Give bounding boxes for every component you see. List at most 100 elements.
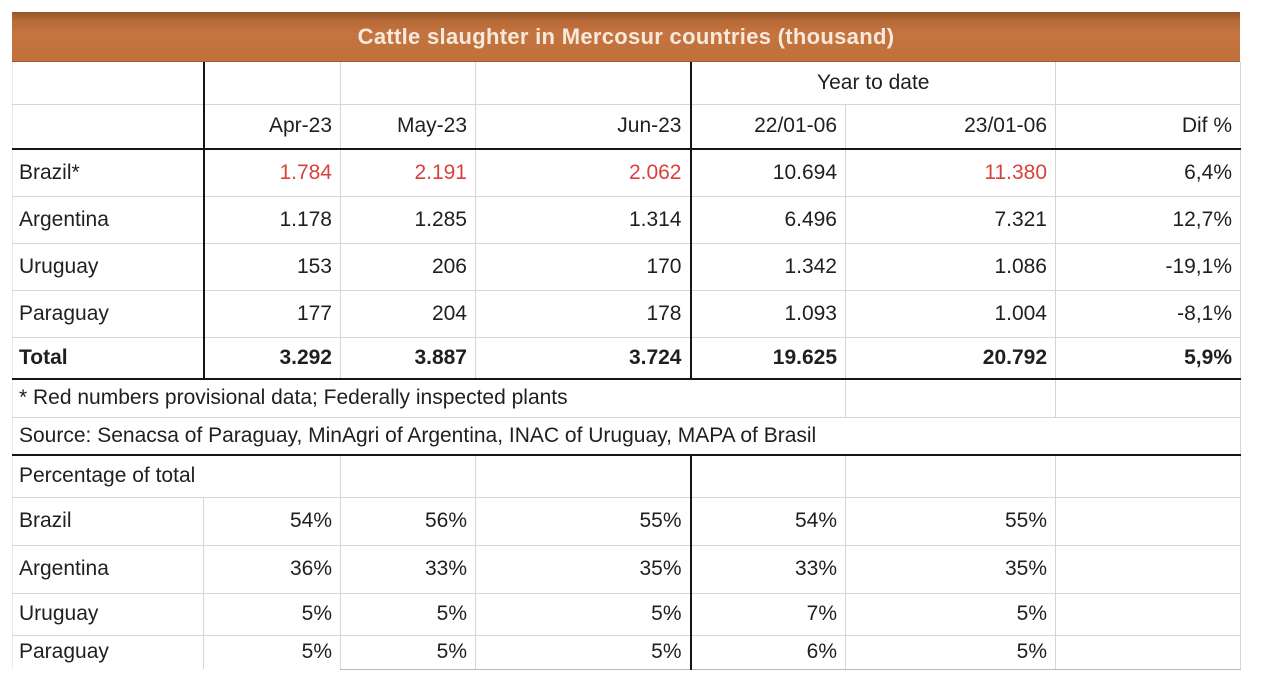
value-cell: 5% bbox=[203, 635, 341, 669]
table-title-bar: Cattle slaughter in Mercosur countries (… bbox=[12, 12, 1240, 62]
value-cell: 35% bbox=[475, 545, 691, 594]
value-cell: 178 bbox=[475, 290, 691, 338]
column-header-22-01-06: 22/01-06 bbox=[689, 104, 846, 150]
empty-cell bbox=[1055, 593, 1241, 636]
source-row: Source: Senacsa of Paraguay, MinAgri of … bbox=[12, 417, 1241, 456]
value-cell: 33% bbox=[689, 545, 846, 594]
footnote-row: * Red numbers provisional data; Federall… bbox=[12, 379, 1241, 418]
value-cell: 36% bbox=[203, 545, 341, 594]
value-cell: 5,9% bbox=[1055, 337, 1241, 380]
row-label: Total bbox=[12, 337, 204, 380]
table-row-total: Total 3.292 3.887 3.724 19.625 20.792 5,… bbox=[12, 337, 1241, 380]
empty-cell bbox=[475, 455, 691, 498]
table-row-brazil: Brazil* 1.784 2.191 2.062 10.694 11.380 … bbox=[12, 149, 1241, 197]
empty-cell bbox=[845, 379, 1056, 418]
value-cell: 5% bbox=[845, 593, 1056, 636]
empty-cell bbox=[12, 62, 204, 105]
empty-cell bbox=[689, 455, 846, 498]
value-cell: 19.625 bbox=[689, 337, 846, 380]
value-cell: 1.285 bbox=[340, 196, 476, 244]
value-cell: 1.004 bbox=[845, 290, 1056, 338]
year-to-date-header: Year to date bbox=[689, 62, 1056, 105]
value-cell: -8,1% bbox=[1055, 290, 1241, 338]
column-header-23-01-06: 23/01-06 bbox=[845, 104, 1056, 150]
value-cell: 55% bbox=[845, 497, 1056, 546]
value-cell: 5% bbox=[340, 635, 476, 670]
row-label: Brazil* bbox=[12, 149, 204, 197]
value-cell: 153 bbox=[202, 243, 341, 291]
value-cell: 204 bbox=[340, 290, 476, 338]
percentage-section-label: Percentage of total bbox=[12, 455, 341, 498]
value-cell: 6% bbox=[689, 635, 846, 670]
table-row-uruguay: Uruguay 153 206 170 1.342 1.086 -19,1% bbox=[12, 243, 1241, 291]
empty-cell bbox=[1055, 455, 1241, 498]
empty-cell bbox=[12, 104, 204, 150]
column-header-row: Apr-23 May-23 Jun-23 22/01-06 23/01-06 D… bbox=[12, 104, 1241, 150]
value-cell: 7% bbox=[689, 593, 846, 636]
cattle-slaughter-table: Year to date Apr-23 May-23 Jun-23 22/01-… bbox=[12, 62, 1241, 670]
value-cell: 2.062 bbox=[475, 149, 691, 197]
value-cell: 10.694 bbox=[689, 149, 846, 197]
value-cell: 56% bbox=[340, 497, 476, 546]
value-cell: 3.724 bbox=[475, 337, 691, 380]
pct-row-uruguay: Uruguay 5% 5% 5% 7% 5% bbox=[12, 593, 1241, 636]
value-cell: 206 bbox=[340, 243, 476, 291]
header-group-row: Year to date bbox=[12, 62, 1241, 105]
value-cell: 11.380 bbox=[845, 149, 1056, 197]
value-cell: 6.496 bbox=[689, 196, 846, 244]
value-cell: 5% bbox=[475, 635, 691, 670]
column-header-apr-23: Apr-23 bbox=[202, 104, 341, 150]
value-cell: 177 bbox=[202, 290, 341, 338]
value-cell: -19,1% bbox=[1055, 243, 1241, 291]
value-cell: 20.792 bbox=[845, 337, 1056, 380]
empty-cell bbox=[475, 62, 691, 105]
row-label: Uruguay bbox=[12, 243, 204, 291]
column-header-dif-pct: Dif % bbox=[1055, 104, 1241, 150]
percentage-section-header-row: Percentage of total bbox=[12, 455, 1241, 498]
value-cell: 54% bbox=[203, 497, 341, 546]
value-cell: 1.086 bbox=[845, 243, 1056, 291]
value-cell: 1.093 bbox=[689, 290, 846, 338]
row-label: Argentina bbox=[12, 196, 204, 244]
pct-row-paraguay: Paraguay 5% 5% 5% 6% 5% bbox=[13, 635, 1241, 670]
empty-cell bbox=[1055, 545, 1241, 594]
pct-row-brazil: Brazil 54% 56% 55% 54% 55% bbox=[12, 497, 1241, 546]
row-label: Paraguay bbox=[19, 640, 109, 664]
row-label: Argentina bbox=[12, 545, 204, 594]
row-label: Brazil bbox=[12, 497, 204, 546]
table-row-paraguay: Paraguay 177 204 178 1.093 1.004 -8,1% bbox=[12, 290, 1241, 338]
value-cell: 5% bbox=[340, 593, 476, 636]
value-cell: 5% bbox=[845, 635, 1056, 670]
value-cell: 54% bbox=[689, 497, 846, 546]
value-cell: 170 bbox=[475, 243, 691, 291]
value-cell: 2.191 bbox=[340, 149, 476, 197]
column-header-may-23: May-23 bbox=[340, 104, 476, 150]
footnote: * Red numbers provisional data; Federall… bbox=[12, 379, 846, 418]
value-cell: 6,4% bbox=[1055, 149, 1241, 197]
value-cell: 1.784 bbox=[202, 149, 341, 197]
empty-cell bbox=[340, 455, 476, 498]
value-cell: 5% bbox=[475, 593, 691, 636]
empty-cell bbox=[1055, 62, 1241, 105]
source-note: Source: Senacsa of Paraguay, MinAgri of … bbox=[12, 417, 1241, 456]
value-cell: 33% bbox=[340, 545, 476, 594]
value-cell: 12,7% bbox=[1055, 196, 1241, 244]
row-label: Paraguay bbox=[12, 290, 204, 338]
value-cell: 3.887 bbox=[340, 337, 476, 380]
empty-cell bbox=[1055, 379, 1241, 418]
column-header-jun-23: Jun-23 bbox=[475, 104, 691, 150]
table-title: Cattle slaughter in Mercosur countries (… bbox=[357, 23, 895, 49]
value-cell: 1.314 bbox=[475, 196, 691, 244]
value-cell: 1.178 bbox=[202, 196, 341, 244]
table-row-argentina: Argentina 1.178 1.285 1.314 6.496 7.321 … bbox=[12, 196, 1241, 244]
empty-cell bbox=[340, 62, 476, 105]
row-label: Uruguay bbox=[12, 593, 204, 636]
empty-cell bbox=[1055, 635, 1241, 670]
value-cell: 55% bbox=[475, 497, 691, 546]
empty-cell bbox=[1055, 497, 1241, 546]
value-cell: 3.292 bbox=[202, 337, 341, 380]
value-cell: 5% bbox=[203, 593, 341, 636]
empty-cell bbox=[845, 455, 1056, 498]
value-cell: 1.342 bbox=[689, 243, 846, 291]
pct-row-argentina: Argentina 36% 33% 35% 33% 35% bbox=[12, 545, 1241, 594]
